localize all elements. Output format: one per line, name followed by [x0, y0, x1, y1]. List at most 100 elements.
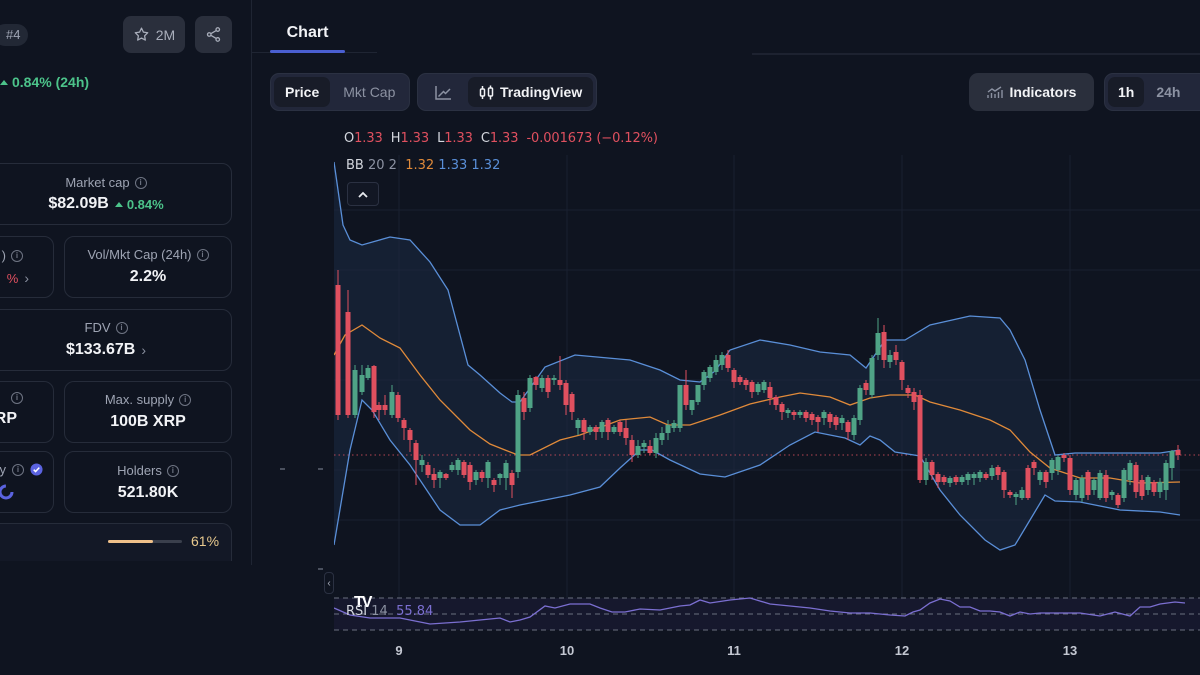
- volume-change-tail: %: [6, 270, 19, 286]
- max-supply-card: Max. supply i 100B XRP: [64, 381, 232, 443]
- price-change-value: 0.84% (24h): [12, 74, 90, 90]
- mkt-cap-toggle[interactable]: Mkt Cap: [343, 84, 396, 100]
- tab-chart[interactable]: Chart: [286, 24, 329, 41]
- market-cap-value: $82.09B: [48, 195, 109, 212]
- bb-mid-value: 1.32: [405, 158, 435, 173]
- info-icon[interactable]: i: [134, 176, 147, 189]
- info-icon[interactable]: i: [115, 321, 128, 334]
- vol-mkt-cap-label: Vol/Mkt Cap (24h): [87, 247, 192, 262]
- circulating-supply-card: i RP: [0, 381, 54, 443]
- x-axis-label: 9: [395, 643, 403, 658]
- low-key: L: [437, 131, 445, 146]
- high-value: 1.33: [400, 131, 429, 146]
- watchlist-button[interactable]: 2M: [123, 16, 185, 53]
- tradingview-label: TradingView: [500, 84, 583, 100]
- info-icon[interactable]: i: [12, 463, 24, 476]
- price-toggle[interactable]: Price: [274, 77, 331, 107]
- axis-tick: [280, 468, 285, 470]
- indicators-icon: [986, 85, 1003, 98]
- total-supply-label-tail: y: [0, 462, 6, 477]
- fdv-label: FDV: [84, 320, 111, 335]
- chevron-up-icon: [358, 191, 368, 198]
- share-button[interactable]: [195, 16, 232, 53]
- progress-bar: [108, 540, 182, 543]
- holders-label: Holders: [117, 463, 162, 478]
- x-axis-label: 12: [894, 643, 910, 658]
- bb-upper-value: 1.33: [438, 158, 468, 173]
- rsi-key: RSI: [346, 604, 368, 619]
- bollinger-legend[interactable]: BB 20 2 1.32 1.33 1.32: [346, 158, 500, 173]
- fdv-card[interactable]: FDV i $133.67B ›: [0, 309, 232, 371]
- coin-stats-panel: #4 2M 0.84% (24h) Market cap i $82.09B 0.…: [0, 0, 251, 675]
- verified-check-icon: [30, 463, 43, 476]
- open-key: O: [344, 131, 355, 146]
- loading-ring-icon: [0, 484, 14, 500]
- x-axis-label: 10: [559, 643, 575, 658]
- star-icon: [134, 27, 149, 41]
- collapse-legend-button[interactable]: [347, 182, 379, 206]
- bb-key: BB: [346, 158, 364, 173]
- timeframe-1h[interactable]: 1h: [1108, 77, 1145, 107]
- rank-badge: #4: [0, 24, 29, 46]
- indicators-label: Indicators: [1009, 84, 1077, 100]
- vol-mkt-cap-value: 2.2%: [129, 268, 167, 285]
- tradingview-toggle[interactable]: TradingView: [468, 77, 594, 107]
- line-view-toggle[interactable]: [421, 77, 466, 107]
- panel-divider: [251, 0, 252, 565]
- max-supply-value: 100B XRP: [110, 413, 186, 430]
- rsi-value: 55.84: [396, 604, 434, 619]
- low-value: 1.33: [444, 131, 473, 146]
- info-icon[interactable]: i: [196, 248, 209, 261]
- total-supply-card: y i: [0, 451, 54, 513]
- up-arrow-icon: [114, 201, 123, 207]
- progress-percent: 61%: [191, 533, 220, 549]
- rsi-param: 14: [371, 604, 388, 619]
- fdv-value: $133.67B: [65, 341, 136, 358]
- holders-card: Holders i 521.80K: [64, 451, 232, 513]
- timeframe-24h[interactable]: 24h: [1156, 84, 1181, 100]
- watchlist-count: 2M: [155, 26, 176, 43]
- candlestick-icon: [479, 85, 494, 99]
- high-key: H: [390, 131, 401, 146]
- close-key: C: [480, 131, 490, 146]
- price-chart[interactable]: [334, 155, 1200, 675]
- chart-type-toggle: Price Mkt Cap: [270, 73, 411, 111]
- price-change-24h: 0.84% (24h): [0, 74, 89, 90]
- ohlc-legend: O1.33 H1.33 L1.33 C1.33 -0.001673 (−0.12…: [344, 131, 658, 146]
- volume-card[interactable]: ) i % ›: [0, 236, 54, 298]
- vol-mkt-cap-card: Vol/Mkt Cap (24h) i 2.2%: [64, 236, 232, 298]
- info-icon[interactable]: i: [11, 392, 23, 404]
- chart-view-toggle: TradingView: [417, 73, 598, 111]
- holders-value: 521.80K: [117, 484, 179, 501]
- line-chart-icon: [435, 85, 451, 100]
- market-cap-change: 0.84%: [126, 196, 164, 212]
- x-axis-label: 11: [727, 643, 741, 658]
- tradingview-logo-icon[interactable]: TV: [354, 594, 373, 611]
- market-cap-label: Market cap: [65, 175, 130, 190]
- circulating-value-tail: RP: [0, 410, 17, 427]
- open-value: 1.33: [354, 131, 383, 146]
- bb-lower-value: 1.32: [471, 158, 501, 173]
- info-icon[interactable]: i: [166, 464, 179, 477]
- header-divider: [752, 53, 1200, 55]
- info-icon[interactable]: i: [179, 393, 192, 406]
- axis-tick: [318, 468, 323, 470]
- axis-tick: [318, 568, 323, 570]
- tab-active-indicator: [270, 50, 345, 53]
- bb-params: 20 2: [367, 158, 397, 173]
- close-value: 1.33: [489, 131, 519, 146]
- x-axis-label: 13: [1062, 643, 1078, 658]
- collapse-sidebar-button[interactable]: ‹: [324, 572, 334, 594]
- rsi-legend[interactable]: RSI 14 55.84: [346, 604, 433, 619]
- progress-card: 61%: [0, 523, 232, 561]
- chevron-right-icon: ›: [141, 342, 147, 358]
- volume-label-tail: ): [1, 248, 6, 263]
- timeframe-toggle: 1h 24h: [1104, 73, 1200, 111]
- indicators-button[interactable]: Indicators: [969, 73, 1094, 111]
- market-cap-card: Market cap i $82.09B 0.84%: [0, 163, 232, 225]
- change-value: -0.001673 (−0.12%): [526, 131, 658, 146]
- chevron-left-icon: ‹: [327, 577, 331, 589]
- chevron-right-icon: ›: [24, 270, 29, 286]
- up-arrow-icon: [0, 79, 8, 85]
- info-icon[interactable]: i: [11, 249, 23, 262]
